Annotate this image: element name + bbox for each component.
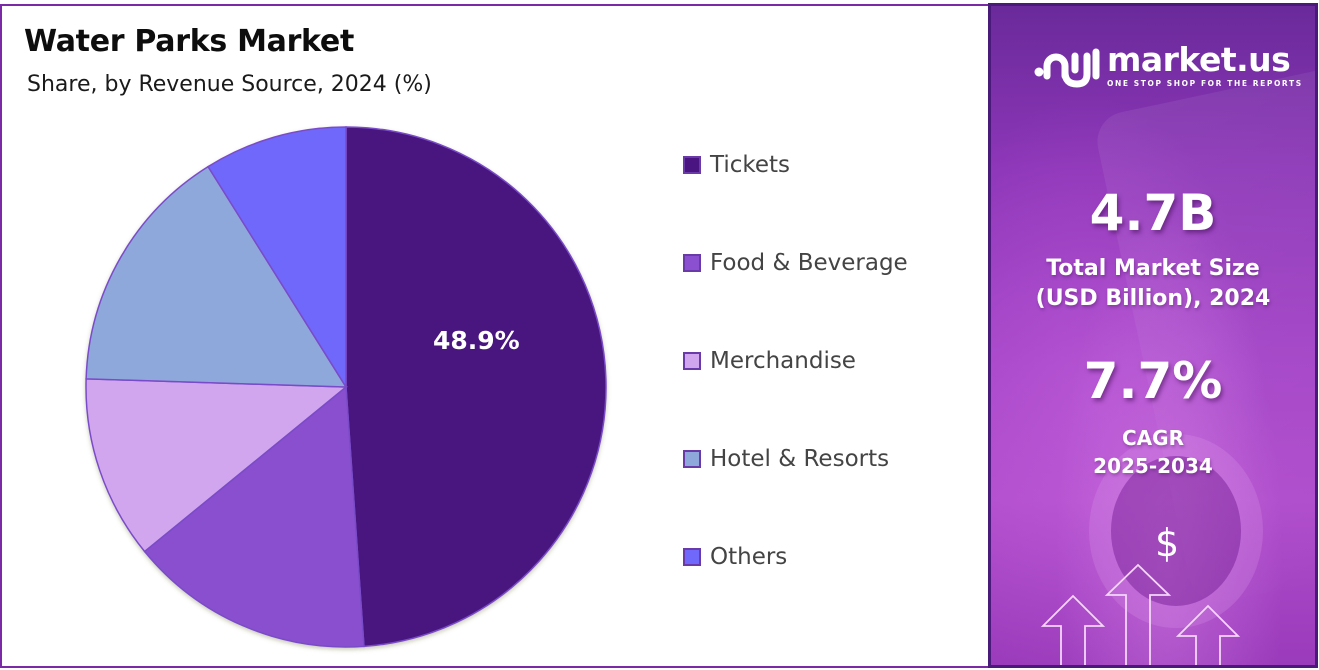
legend-item-others[interactable]: Others <box>683 544 787 570</box>
legend-item-merchandise[interactable]: Merchandise <box>683 348 856 374</box>
market-size-value: 4.7B <box>1089 184 1217 242</box>
legend-label: Food & Beverage <box>710 250 908 276</box>
cagr-value: 7.7% <box>1083 352 1223 410</box>
tickets-share-label: 48.9% <box>433 326 520 355</box>
legend-item-food-beverage[interactable]: Food & Beverage <box>683 250 908 276</box>
legend-swatch-merchandise <box>683 352 701 370</box>
legend-swatch-tickets <box>683 156 701 174</box>
legend-label: Merchandise <box>710 348 856 374</box>
legend-swatch-hotel-resorts <box>683 450 701 468</box>
legend-item-hotel-resorts[interactable]: Hotel & Resorts <box>683 446 889 472</box>
pie-chart <box>80 122 612 654</box>
pie-chart-svg <box>85 126 607 648</box>
market-size-caption-line1: Total Market Size <box>1046 256 1260 281</box>
market-size-caption-line2: (USD Billion), 2024 <box>1035 286 1271 311</box>
dollar-icon: $ <box>1155 521 1180 565</box>
chart-subtitle: Share, by Revenue Source, 2024 (%) <box>27 72 432 97</box>
legend-label: Hotel & Resorts <box>710 446 890 472</box>
pie-slice-tickets[interactable] <box>345 126 607 648</box>
brand-name: market.us <box>1107 39 1291 79</box>
legend-label: Others <box>710 544 788 570</box>
brand-tagline: ONE STOP SHOP FOR THE REPORTS <box>1107 78 1303 88</box>
cagr-caption-line2: 2025-2034 <box>1093 454 1213 478</box>
pie-slice-hotel-resorts[interactable] <box>85 165 348 388</box>
chart-title: Water Parks Market <box>24 24 354 59</box>
market-summary-panel: market.us ONE STOP SHOP FOR THE REPORTS … <box>988 3 1318 668</box>
market-us-logo-icon <box>1034 48 1100 88</box>
legend-item-tickets[interactable]: Tickets <box>683 152 790 178</box>
brand-logo[interactable]: market.us ONE STOP SHOP FOR THE REPORTS <box>1033 42 1303 90</box>
legend-label: Tickets <box>710 152 791 178</box>
legend-swatch-others <box>683 548 701 566</box>
cagr-caption-line1: CAGR <box>1122 426 1184 450</box>
pie-slice-others[interactable] <box>207 126 347 390</box>
pie-slice-merchandise[interactable] <box>85 378 349 553</box>
pie-slice-food-beverage[interactable] <box>143 385 365 648</box>
legend-swatch-food-beverage <box>683 254 701 272</box>
